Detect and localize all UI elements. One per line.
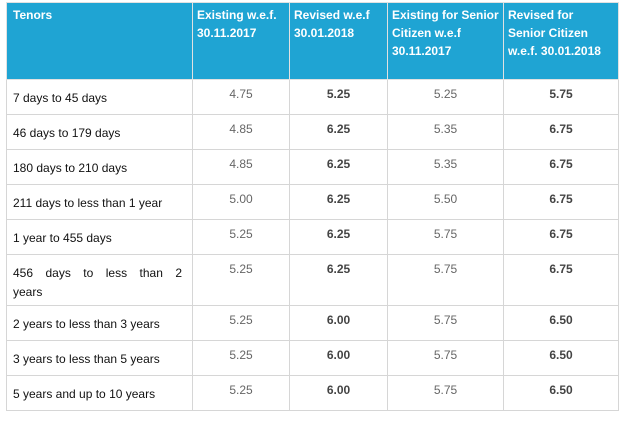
table-row: 2 years to less than 3 years 5.25 6.00 5… bbox=[6, 305, 619, 341]
tenor-cell: 3 years to less than 5 years bbox=[6, 340, 193, 376]
existing-senior-rate-cell: 5.75 bbox=[387, 254, 504, 306]
table-row: 5 years and up to 10 years 5.25 6.00 5.7… bbox=[6, 375, 619, 411]
existing-rate-cell: 5.25 bbox=[192, 340, 290, 376]
header-revised: Revised w.e.f 30.01.2018 bbox=[289, 2, 388, 80]
table-row: 46 days to 179 days 4.85 6.25 5.35 6.75 bbox=[6, 114, 619, 150]
header-row: Tenors Existing w.e.f. 30.11.2017 Revise… bbox=[6, 2, 619, 80]
revised-rate-cell: 6.25 bbox=[289, 114, 388, 150]
existing-rate-cell: 4.85 bbox=[192, 114, 290, 150]
table-row: 211 days to less than 1 year 5.00 6.25 5… bbox=[6, 184, 619, 220]
existing-rate-cell: 5.00 bbox=[192, 184, 290, 220]
tenor-cell: 456 days to less than 2 years bbox=[6, 254, 193, 306]
existing-rate-cell: 5.25 bbox=[192, 305, 290, 341]
revised-senior-rate-cell: 6.75 bbox=[503, 184, 619, 220]
existing-senior-rate-cell: 5.75 bbox=[387, 375, 504, 411]
existing-rate-cell: 4.85 bbox=[192, 149, 290, 185]
header-tenors: Tenors bbox=[6, 2, 193, 80]
tenor-cell: 2 years to less than 3 years bbox=[6, 305, 193, 341]
existing-rate-cell: 5.25 bbox=[192, 375, 290, 411]
revised-rate-cell: 6.25 bbox=[289, 149, 388, 185]
interest-rate-table: Tenors Existing w.e.f. 30.11.2017 Revise… bbox=[6, 2, 619, 411]
existing-senior-rate-cell: 5.35 bbox=[387, 149, 504, 185]
header-revised-senior: Revised for Senior Citizen w.e.f. 30.01.… bbox=[503, 2, 619, 80]
revised-senior-rate-cell: 6.50 bbox=[503, 340, 619, 376]
existing-senior-rate-cell: 5.75 bbox=[387, 340, 504, 376]
tenor-label: 5 years and up to 10 years bbox=[13, 387, 156, 401]
revised-senior-rate-cell: 6.75 bbox=[503, 114, 619, 150]
revised-rate-cell: 6.25 bbox=[289, 254, 388, 306]
existing-senior-rate-cell: 5.75 bbox=[387, 219, 504, 255]
revised-rate-cell: 6.00 bbox=[289, 375, 388, 411]
table-row: 180 days to 210 days 4.85 6.25 5.35 6.75 bbox=[6, 149, 619, 185]
table-row: 3 years to less than 5 years 5.25 6.00 5… bbox=[6, 340, 619, 376]
tenor-cell: 7 days to 45 days bbox=[6, 79, 193, 115]
header-existing-senior: Existing for Senior Citizen w.e.f 30.11.… bbox=[387, 2, 504, 80]
table-body: 7 days to 45 days 4.75 5.25 5.25 5.75 46… bbox=[6, 79, 619, 411]
tenor-cell: 211 days to less than 1 year bbox=[6, 184, 193, 220]
tenor-cell: 1 year to 455 days bbox=[6, 219, 193, 255]
revised-senior-rate-cell: 6.75 bbox=[503, 219, 619, 255]
existing-rate-cell: 5.25 bbox=[192, 254, 290, 306]
table-row: 7 days to 45 days 4.75 5.25 5.25 5.75 bbox=[6, 79, 619, 115]
revised-senior-rate-cell: 6.50 bbox=[503, 375, 619, 411]
tenor-label: 2 years to less than 3 years bbox=[13, 317, 160, 331]
existing-senior-rate-cell: 5.50 bbox=[387, 184, 504, 220]
revised-rate-cell: 6.25 bbox=[289, 219, 388, 255]
tenor-cell: 46 days to 179 days bbox=[6, 114, 193, 150]
existing-rate-cell: 4.75 bbox=[192, 79, 290, 115]
revised-rate-cell: 6.00 bbox=[289, 305, 388, 341]
existing-rate-cell: 5.25 bbox=[192, 219, 290, 255]
revised-rate-cell: 6.25 bbox=[289, 184, 388, 220]
tenor-label: 456 days to less than 2 years bbox=[13, 266, 182, 299]
tenor-label: 211 days to less than 1 year bbox=[13, 196, 163, 210]
header-existing: Existing w.e.f. 30.11.2017 bbox=[192, 2, 290, 80]
tenor-label: 3 years to less than 5 years bbox=[13, 352, 160, 366]
existing-senior-rate-cell: 5.75 bbox=[387, 305, 504, 341]
existing-senior-rate-cell: 5.25 bbox=[387, 79, 504, 115]
revised-senior-rate-cell: 6.50 bbox=[503, 305, 619, 341]
tenor-cell: 180 days to 210 days bbox=[6, 149, 193, 185]
revised-senior-rate-cell: 5.75 bbox=[503, 79, 619, 115]
table-row: 456 days to less than 2 years 5.25 6.25 … bbox=[6, 254, 619, 306]
table-row: 1 year to 455 days 5.25 6.25 5.75 6.75 bbox=[6, 219, 619, 255]
tenor-cell: 5 years and up to 10 years bbox=[6, 375, 193, 411]
revised-senior-rate-cell: 6.75 bbox=[503, 149, 619, 185]
revised-rate-cell: 6.00 bbox=[289, 340, 388, 376]
tenor-label: 180 days to 210 days bbox=[13, 161, 128, 175]
table-header: Tenors Existing w.e.f. 30.11.2017 Revise… bbox=[6, 2, 619, 80]
revised-rate-cell: 5.25 bbox=[289, 79, 388, 115]
tenor-label: 46 days to 179 days bbox=[13, 126, 121, 140]
existing-senior-rate-cell: 5.35 bbox=[387, 114, 504, 150]
revised-senior-rate-cell: 6.75 bbox=[503, 254, 619, 306]
tenor-label: 1 year to 455 days bbox=[13, 231, 112, 245]
tenor-label: 7 days to 45 days bbox=[13, 91, 108, 105]
